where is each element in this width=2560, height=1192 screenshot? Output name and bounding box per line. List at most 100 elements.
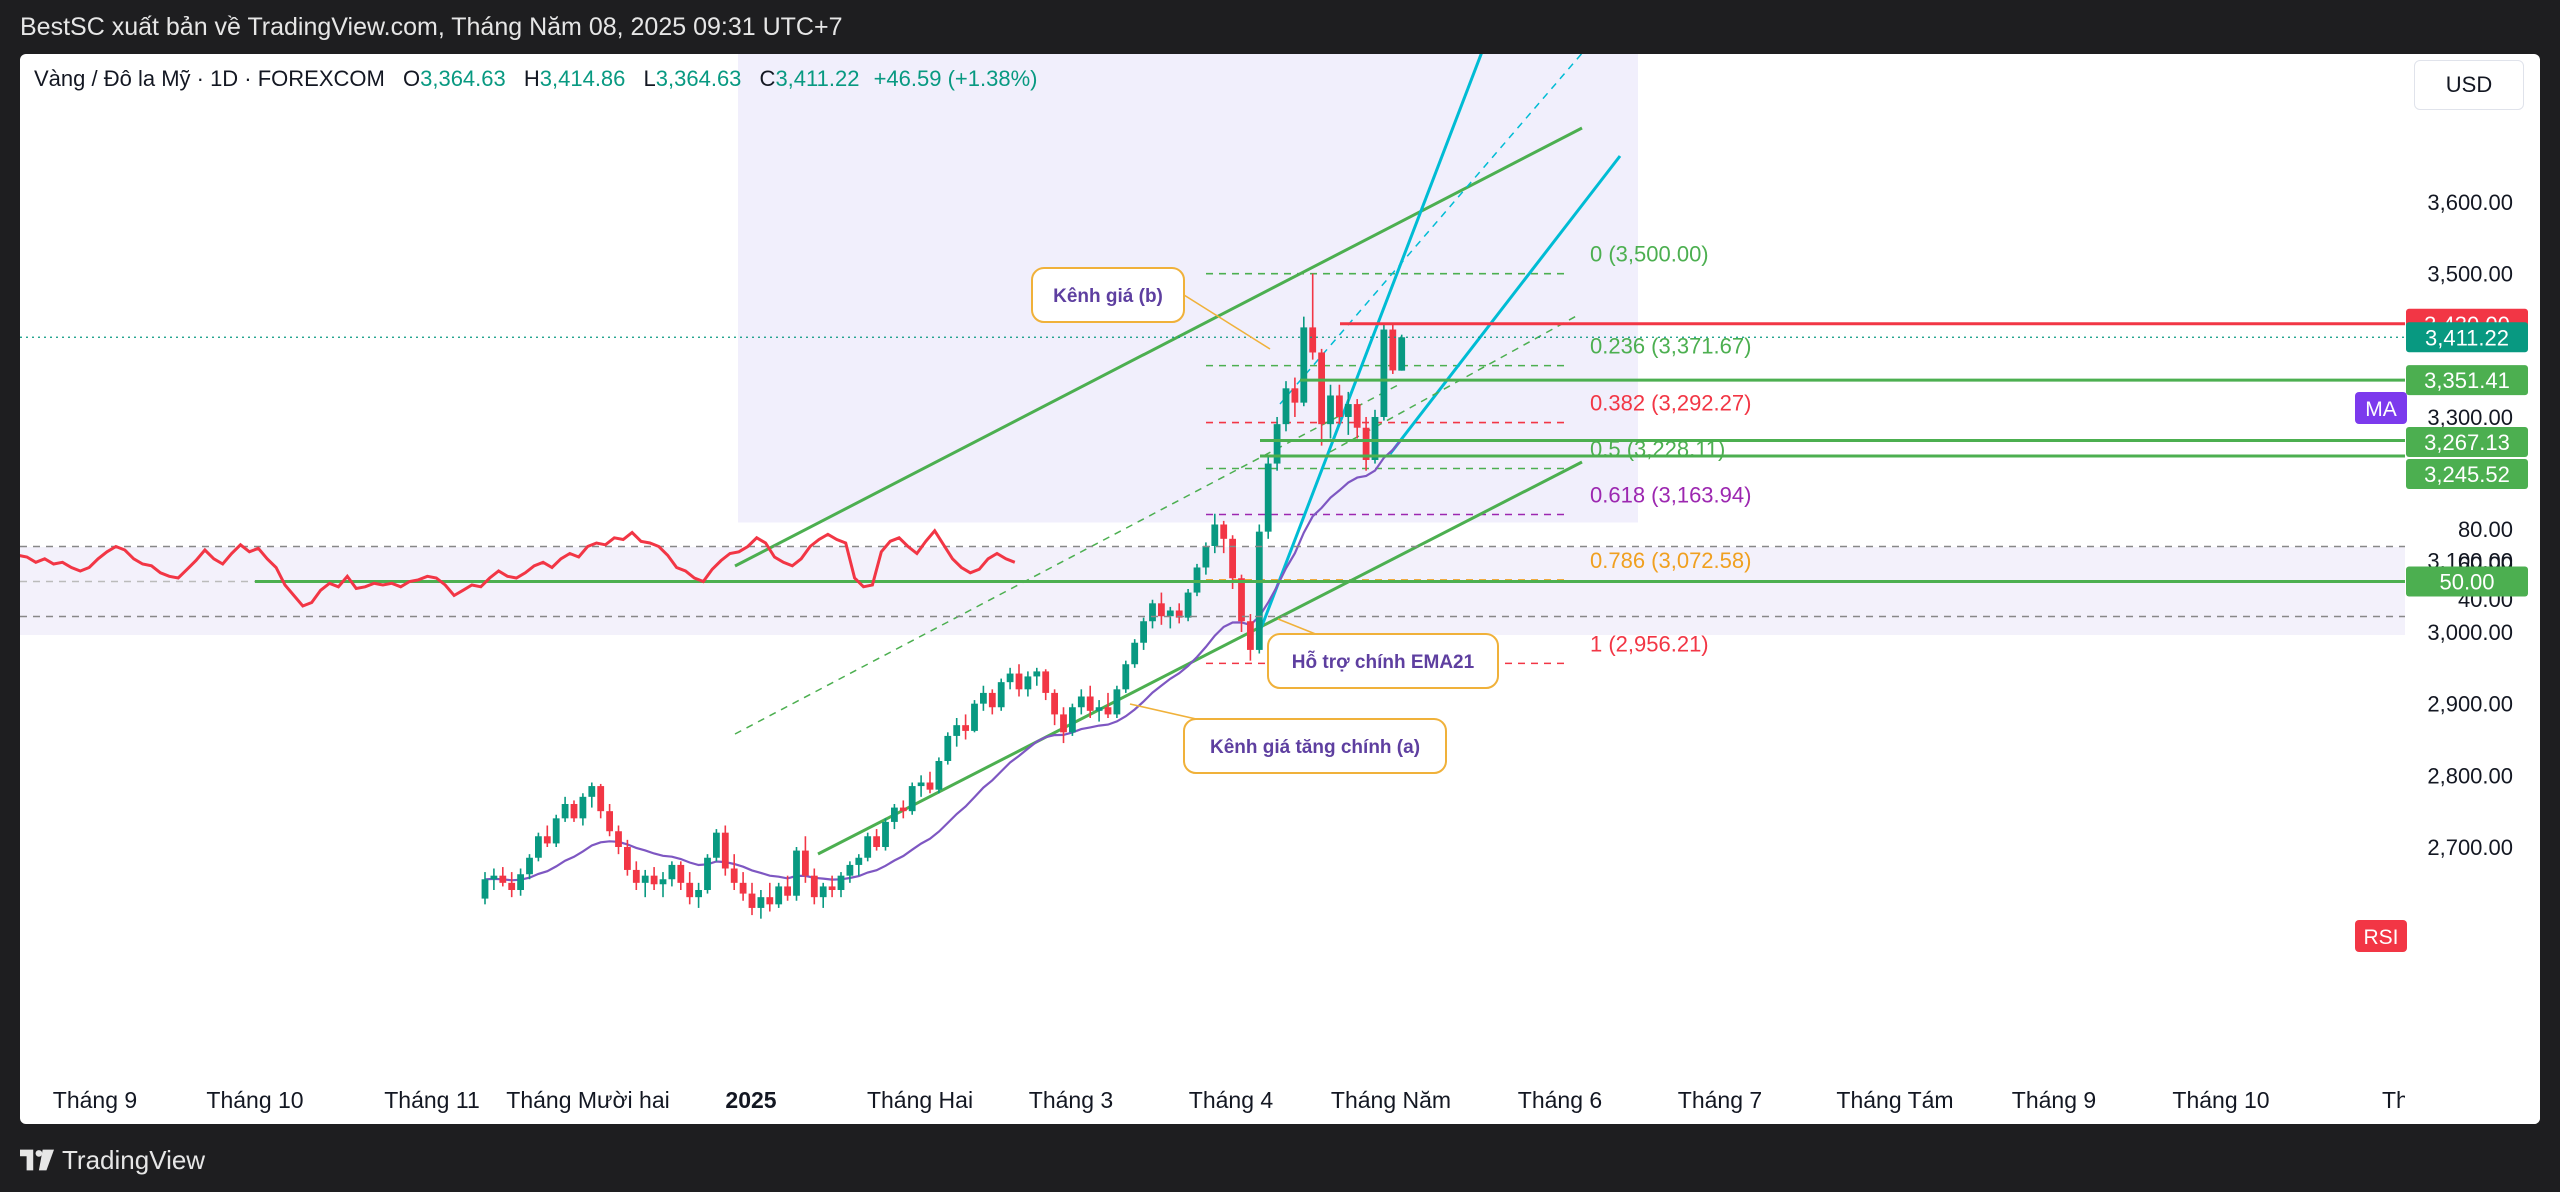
candle-body <box>615 831 622 847</box>
time-axis-tick: Tháng 9 <box>53 1087 137 1113</box>
rsi-level-badge-text: 50.00 <box>2439 570 2494 595</box>
time-axis-tick: Tháng 10 <box>206 1087 303 1113</box>
candle-body <box>508 882 516 891</box>
candle-body <box>1282 388 1290 425</box>
low-label: L <box>643 66 656 91</box>
candle-body <box>1104 707 1112 715</box>
rsi-layer <box>20 528 2405 618</box>
candle-body <box>1175 610 1183 618</box>
candle-body <box>1336 395 1343 417</box>
callout-box <box>1183 718 1447 774</box>
symbol-name[interactable]: Vàng / Đô la Mỹ · 1D · FOREXCOM <box>34 66 385 91</box>
candle-body <box>1069 707 1076 733</box>
fib-label: 0.618 (3,163.94) <box>1590 482 1751 507</box>
price-badge <box>2406 459 2528 489</box>
price-badge-text: 3,245.52 <box>2424 462 2510 487</box>
candle-body <box>1006 673 1014 683</box>
candle-body <box>526 857 533 875</box>
candle-body <box>561 803 569 819</box>
ma-tag <box>2355 392 2407 424</box>
price-badge <box>2406 427 2528 457</box>
candle-body <box>668 864 676 880</box>
price-axis-tick: 2,800.00 <box>2427 763 2513 788</box>
open-value: 3,364.63 <box>420 66 506 91</box>
channel-b-right <box>1388 155 1622 455</box>
price-badge-text: 3,351.41 <box>2424 368 2510 393</box>
time-axis-tick: Tháng 4 <box>1189 1087 1274 1113</box>
rsi-tag-text: RSI <box>2363 926 2398 949</box>
price-badge <box>2406 322 2528 353</box>
fib-label: 0 (3,500.00) <box>1590 242 1709 267</box>
time-axis-tick: Tháng 10 <box>2172 1087 2269 1113</box>
candle-body <box>1380 329 1388 417</box>
candle-body <box>1309 327 1317 353</box>
candle-body <box>517 874 524 891</box>
horizontal-levels-layer <box>20 322 2405 458</box>
candle-body <box>481 879 489 899</box>
change-value: +46.59 (+1.38%) <box>873 66 1038 91</box>
candle-body <box>624 847 631 870</box>
rsi-level-badge <box>2406 566 2528 597</box>
candle-body <box>1273 424 1281 464</box>
candle-body <box>873 836 880 847</box>
tradingview-logo-icon <box>20 1149 54 1171</box>
candle-body <box>686 882 694 898</box>
candle-body <box>908 786 916 812</box>
candle-body <box>988 692 996 708</box>
candle-body <box>1362 427 1370 460</box>
candle-body <box>570 803 578 819</box>
callout-box <box>1031 267 1185 323</box>
candle-body <box>721 832 729 869</box>
candle-body <box>997 682 1005 708</box>
fib-label: 1 (2,956.21) <box>1590 631 1709 656</box>
annotations-layer: Kênh giá (b) Hỗ trợ chính EMA21 Kênh giá t… <box>1031 267 1499 774</box>
candle-body <box>535 836 542 858</box>
candle-body <box>1371 416 1379 460</box>
candle-body <box>730 868 738 883</box>
time-axis-tick: 2025 <box>725 1087 776 1113</box>
candle-body <box>597 786 605 812</box>
candle-body <box>1184 592 1192 618</box>
candle-body <box>1095 707 1103 711</box>
time-axis-tick: Tháng 7 <box>1678 1087 1762 1113</box>
currency-button[interactable]: USD <box>2414 60 2524 110</box>
candle-body <box>1220 524 1228 539</box>
candle-body <box>739 882 747 894</box>
chart-background-layer <box>20 54 2540 635</box>
candle-body <box>606 811 613 832</box>
time-axis-tick: Tháng 6 <box>1518 1087 1602 1113</box>
candle-body <box>1327 395 1334 425</box>
candle-body <box>855 857 863 865</box>
candle-body <box>766 897 774 905</box>
candle-body <box>1042 671 1050 693</box>
channel-shade <box>738 54 1638 524</box>
callout-text: Hỗ trợ chính EMA21 <box>1292 651 1475 673</box>
candle-body <box>1122 664 1130 690</box>
price-axis-tick: 3,300.00 <box>2427 405 2513 430</box>
candle-body <box>543 836 551 844</box>
chart-panel[interactable]: 0 (3,500.00) 0.236 (3,371.67) 0.382 (3,292… <box>20 54 2540 1124</box>
candle-body <box>659 879 667 885</box>
time-axis-tick: Tháng 9 <box>2012 1087 2096 1113</box>
candle-body <box>793 850 800 896</box>
rsi-band-shade <box>20 547 2405 635</box>
candle-body <box>1398 337 1406 371</box>
candle-body <box>1033 671 1041 677</box>
time-axis-tick: Tháng Hai <box>867 1087 973 1113</box>
callout-text: Kênh giá tăng chính (a) <box>1210 737 1420 758</box>
chart-canvas[interactable]: 0 (3,500.00)0.236 (3,371.67)0.382 (3,292… <box>20 54 2540 1124</box>
symbol-ohlc-legend[interactable]: Vàng / Đô la Mỹ · 1D · FOREXCOM O3,364.6… <box>34 66 1037 92</box>
close-label: C <box>759 66 776 91</box>
candle-body <box>552 818 560 844</box>
candle-body <box>1086 696 1094 711</box>
candle-body <box>1353 404 1361 428</box>
candle-body <box>864 836 872 858</box>
time-axis-tick: Tháng Mười hai <box>506 1087 669 1113</box>
candle-body <box>1389 329 1397 371</box>
candle-body <box>1229 538 1236 579</box>
price-axis-tick: 2,700.00 <box>2427 835 2513 860</box>
candle-body <box>1255 531 1263 650</box>
callout-box <box>1267 633 1499 689</box>
fib-label: 0.382 (3,292.27) <box>1590 391 1751 416</box>
candle-body <box>926 782 934 790</box>
